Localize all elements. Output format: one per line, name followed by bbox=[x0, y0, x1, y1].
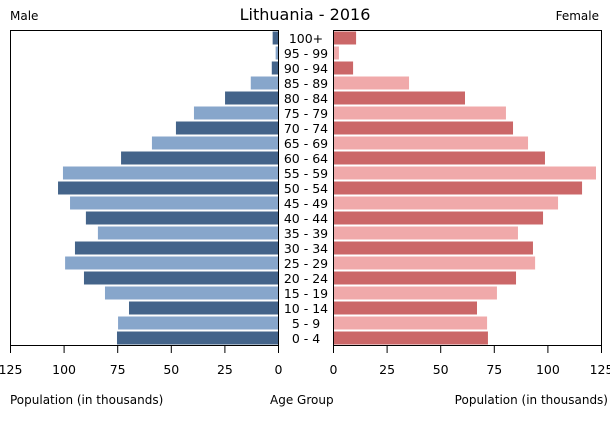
male-plot-frame bbox=[10, 30, 279, 346]
female-bar bbox=[334, 31, 357, 45]
male-bar bbox=[104, 286, 278, 300]
female-bar bbox=[334, 316, 488, 330]
male-label: Male bbox=[10, 9, 39, 23]
female-bar bbox=[334, 106, 506, 120]
age-group-label: Age Group bbox=[270, 393, 334, 407]
age-group-tick-label: 70 - 74 bbox=[284, 121, 328, 136]
male-bar bbox=[271, 61, 278, 75]
age-group-tick-label: 85 - 89 bbox=[284, 76, 328, 91]
female-bar bbox=[334, 91, 465, 105]
male-bar bbox=[116, 331, 279, 345]
age-group-tick-label: 95 - 99 bbox=[284, 46, 328, 61]
male-bar bbox=[74, 241, 279, 255]
female-bar bbox=[334, 211, 544, 225]
age-group-tick-label: 15 - 19 bbox=[284, 286, 328, 301]
female-bar bbox=[334, 286, 497, 300]
male-bar bbox=[62, 166, 278, 180]
male-bar bbox=[193, 106, 278, 120]
chart-title: Lithuania - 2016 bbox=[239, 5, 371, 24]
female-bar bbox=[334, 121, 514, 135]
female-bar bbox=[334, 166, 596, 180]
female-x-tick-label: 50 bbox=[433, 362, 449, 377]
female-bar bbox=[334, 301, 478, 315]
age-group-tick-label: 55 - 59 bbox=[284, 166, 328, 181]
age-group-tick-label: 60 - 64 bbox=[284, 151, 328, 166]
female-bar bbox=[334, 256, 536, 270]
age-group-tick-label: 90 - 94 bbox=[284, 61, 328, 76]
female-bar bbox=[334, 181, 583, 195]
age-group-tick-label: 25 - 29 bbox=[284, 256, 328, 271]
female-x-tick-label: 100 bbox=[536, 362, 560, 377]
male-x-tick-label: 125 bbox=[0, 362, 22, 377]
male-x-axis-label: Population (in thousands) bbox=[10, 393, 164, 407]
male-bar bbox=[58, 181, 278, 195]
male-bar bbox=[225, 91, 278, 105]
female-bar bbox=[334, 226, 518, 240]
age-group-tick-label: 45 - 49 bbox=[284, 196, 328, 211]
female-bar bbox=[334, 196, 559, 210]
male-bar bbox=[151, 136, 278, 150]
female-bar bbox=[334, 61, 354, 75]
male-bar bbox=[65, 256, 278, 270]
female-plot-frame bbox=[333, 30, 602, 346]
age-group-tick-label: 35 - 39 bbox=[284, 226, 328, 241]
male-x-tick-label: 50 bbox=[163, 362, 179, 377]
age-group-tick-label: 0 - 4 bbox=[292, 331, 320, 346]
female-bar bbox=[334, 76, 410, 90]
age-group-tick-label: 75 - 79 bbox=[284, 106, 328, 121]
male-bar bbox=[121, 151, 278, 165]
female-bar bbox=[334, 241, 533, 255]
age-group-tick-label: 5 - 9 bbox=[292, 316, 320, 331]
age-group-tick-label: 100+ bbox=[289, 31, 323, 46]
female-x-tick-label: 25 bbox=[379, 362, 395, 377]
female-label: Female bbox=[555, 9, 599, 23]
male-x-tick-label: 25 bbox=[217, 362, 233, 377]
male-bar bbox=[97, 226, 279, 240]
age-group-tick-label: 20 - 24 bbox=[284, 271, 328, 286]
age-group-tick-label: 40 - 44 bbox=[284, 211, 328, 226]
age-group-tick-label: 80 - 84 bbox=[284, 91, 328, 106]
female-bar bbox=[334, 151, 545, 165]
female-bar bbox=[334, 271, 517, 285]
male-x-tick-label: 0 bbox=[275, 362, 283, 377]
male-x-tick-label: 100 bbox=[52, 362, 76, 377]
female-bar bbox=[334, 331, 488, 345]
male-bar bbox=[275, 46, 278, 60]
male-bar bbox=[70, 196, 278, 210]
female-x-tick-label: 125 bbox=[590, 362, 610, 377]
age-group-tick-label: 30 - 34 bbox=[284, 241, 328, 256]
male-bar bbox=[85, 211, 278, 225]
male-bar bbox=[250, 76, 278, 90]
male-bar bbox=[118, 316, 278, 330]
female-bar bbox=[334, 46, 339, 60]
age-group-tick-label: 10 - 14 bbox=[284, 301, 328, 316]
male-bar bbox=[83, 271, 278, 285]
female-x-tick-label: 75 bbox=[486, 362, 502, 377]
male-bar bbox=[272, 31, 278, 45]
male-bar bbox=[128, 301, 278, 315]
male-x-tick-label: 75 bbox=[110, 362, 126, 377]
male-bar bbox=[175, 121, 278, 135]
female-x-tick-label: 0 bbox=[330, 362, 338, 377]
female-bar bbox=[334, 136, 529, 150]
female-x-axis-label: Population (in thousands) bbox=[454, 393, 608, 407]
age-group-tick-label: 65 - 69 bbox=[284, 136, 328, 151]
age-group-tick-label: 50 - 54 bbox=[284, 181, 328, 196]
